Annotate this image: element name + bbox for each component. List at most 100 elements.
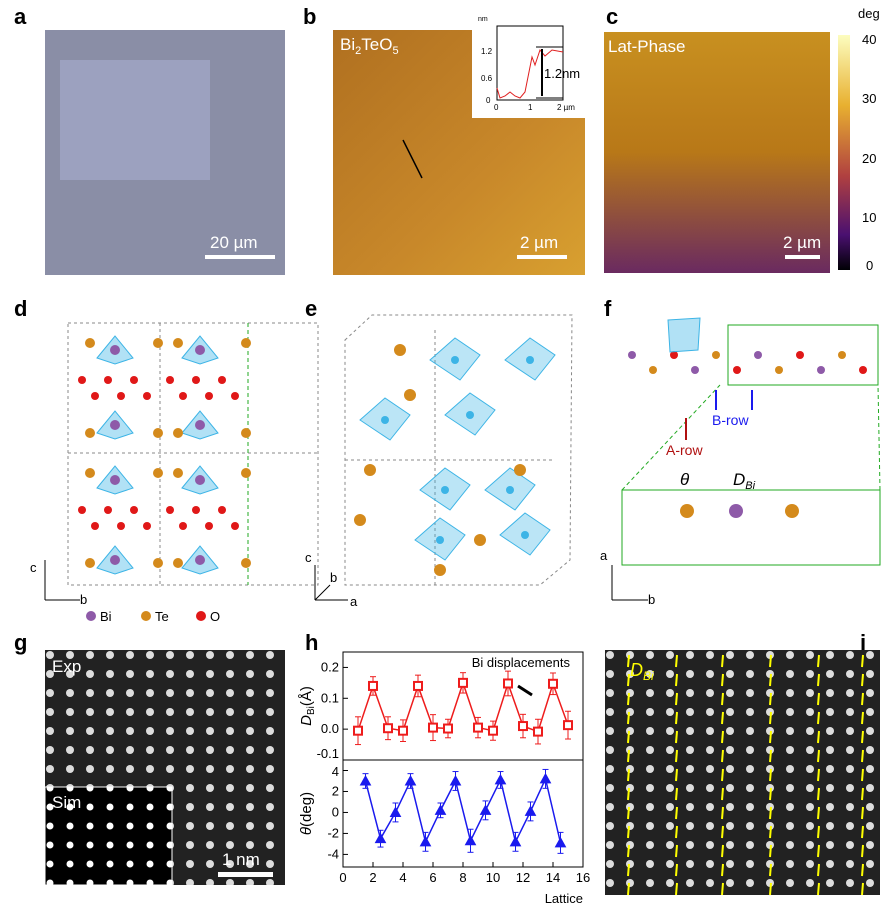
o-atom <box>192 506 200 514</box>
o-atom <box>192 376 200 384</box>
sim-label: Sim <box>52 793 81 812</box>
colorbar-tick: 30 <box>862 91 876 106</box>
data-point <box>398 725 408 736</box>
displacement-arrow <box>817 844 820 858</box>
te-atom <box>153 468 163 478</box>
atom <box>838 351 846 359</box>
displacement-arrow <box>769 692 772 706</box>
te-atom <box>153 558 163 568</box>
te-atom <box>241 468 251 478</box>
scalebar-label: 2 µm <box>783 233 821 252</box>
y-tick-label: 2 <box>332 783 339 798</box>
scalebar-label: 1 nm <box>222 850 260 869</box>
displacement-arrow <box>627 692 630 706</box>
displacement-arrow <box>769 863 772 877</box>
displacement-arrow <box>769 749 772 763</box>
atom <box>754 351 762 359</box>
bi-atom <box>110 345 120 355</box>
panel-label-a: a <box>14 4 27 29</box>
o-atom <box>179 392 187 400</box>
displacement-arrow <box>526 356 534 364</box>
displacement-arrow <box>675 825 678 839</box>
polyhedron <box>667 317 701 353</box>
svg-text:a: a <box>350 594 358 609</box>
o-atom <box>117 522 125 530</box>
data-point <box>368 680 378 691</box>
axes-ab: ab <box>600 548 655 607</box>
o-atom <box>231 392 239 400</box>
displacement-arrow <box>721 806 724 820</box>
te-atom <box>85 428 95 438</box>
colorbar <box>838 35 850 270</box>
displacement-arrow <box>627 844 630 858</box>
displacement-arrow <box>506 486 514 494</box>
displacement-arrow <box>466 411 474 419</box>
displacement-arrow <box>627 654 630 668</box>
panel-label-f: f <box>604 296 612 321</box>
x-tick-label: 16 <box>576 870 590 885</box>
atom <box>628 351 636 359</box>
data-point <box>548 678 558 689</box>
o-atom <box>166 376 174 384</box>
y-axis-label: DBi(Å) <box>298 686 317 726</box>
displacement-arrow <box>861 654 864 668</box>
displacement-arrow <box>627 673 630 687</box>
x-tick-label: 10 <box>486 870 500 885</box>
o-atom <box>91 522 99 530</box>
te-atom <box>354 514 366 526</box>
displacement-arrow <box>861 749 864 763</box>
te-atom <box>241 558 251 568</box>
displacement-arrow <box>861 882 864 896</box>
displacement-arrow <box>769 787 772 801</box>
chart-annotation: Bi displacements <box>472 655 571 670</box>
atom <box>796 351 804 359</box>
svg-text:1.2nm: 1.2nm <box>544 66 580 81</box>
displacement-arrow <box>675 787 678 801</box>
data-point <box>539 772 552 784</box>
y-tick-label: 4 <box>332 764 339 779</box>
displacement-arrow <box>675 730 678 744</box>
svg-text:b: b <box>80 592 87 607</box>
y-tick-label: -4 <box>327 846 339 861</box>
scalebar <box>205 255 275 259</box>
atom <box>817 366 825 374</box>
svg-text:a: a <box>600 548 608 563</box>
scalebar <box>218 872 273 877</box>
svg-text:0: 0 <box>494 103 499 112</box>
data-point <box>413 680 423 691</box>
displacement-arrow <box>627 825 630 839</box>
stem-image-displacement <box>605 650 880 895</box>
x-tick-label: 12 <box>516 870 530 885</box>
svg-text:2 µm: 2 µm <box>557 103 575 112</box>
displacement-arrow <box>721 673 724 687</box>
bi-atom <box>195 420 205 430</box>
displacement-arrow <box>675 863 678 877</box>
data-point <box>533 726 543 737</box>
displacement-arrow <box>627 749 630 763</box>
data-point <box>419 835 432 847</box>
scalebar <box>517 255 567 259</box>
panel-label-g: g <box>14 630 27 655</box>
atom <box>733 366 741 374</box>
displacement-arrow <box>451 356 459 364</box>
data-point <box>464 834 477 846</box>
displacement-arrow <box>861 825 864 839</box>
y-tick-label: 0.2 <box>321 659 339 674</box>
colorbar-tick: 20 <box>862 151 876 166</box>
chart-h: 0 2 4 6 8 10 12 14 16 Lattice 0.2 0.1 0.0 -0.1 DBi(Å) 4… <box>298 651 590 906</box>
dbi-label: DBi <box>733 470 756 492</box>
displacement-arrow <box>817 882 820 896</box>
profile-line <box>402 139 423 179</box>
atom <box>712 351 720 359</box>
displacement-arrow <box>721 787 724 801</box>
displacement-arrow <box>675 711 678 725</box>
o-atom <box>166 506 174 514</box>
te-atom <box>173 428 183 438</box>
svg-text:c: c <box>30 560 37 575</box>
o-atom <box>205 522 213 530</box>
data-point <box>563 720 573 731</box>
displacement-arrow <box>817 787 820 801</box>
o-atom <box>104 506 112 514</box>
displacement-arrow <box>721 711 724 725</box>
data-point <box>524 805 537 816</box>
